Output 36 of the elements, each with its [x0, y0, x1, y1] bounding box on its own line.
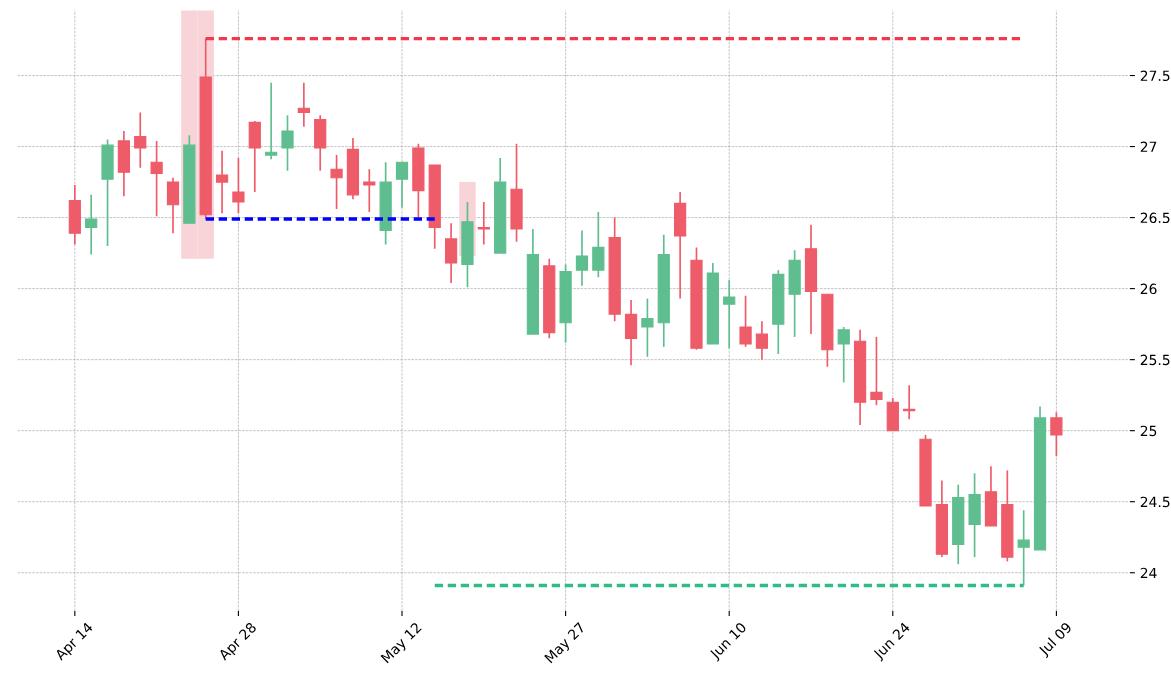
x-tick-label: Apr 14: [54, 621, 96, 663]
candlestick: [265, 81, 278, 161]
candlestick: [330, 154, 343, 210]
candlestick: [723, 279, 736, 350]
x-tick-label: Jun 10: [708, 621, 749, 662]
y-tick-label: 27: [1140, 141, 1157, 152]
candlestick: [395, 161, 409, 209]
candlestick: [477, 201, 490, 246]
y-tick-label: 26.5: [1140, 212, 1170, 224]
candlestick: [215, 149, 229, 215]
candlestick: [85, 194, 98, 256]
candlestick: [1050, 411, 1063, 458]
candlestick: [870, 336, 883, 406]
y-tick-label: 24: [1140, 567, 1157, 579]
candlestick: [592, 211, 605, 279]
candlestick: [166, 176, 180, 235]
candlestick: [575, 229, 589, 287]
candlestick: [232, 157, 245, 215]
candlestick: [363, 168, 376, 213]
y-tick-label: 26: [1140, 283, 1157, 295]
candlestick: [297, 81, 310, 128]
candlestick: [641, 297, 654, 358]
y-tick-label: 24.5: [1140, 496, 1170, 508]
candlestick: [281, 114, 294, 172]
y-tick-label: 27.5: [1140, 70, 1170, 82]
candlestick: [1017, 509, 1030, 587]
y-tick-label: 25.5: [1140, 354, 1170, 366]
x-tick-label: Jun 24: [872, 621, 913, 662]
candlestick: [837, 326, 850, 384]
y-tick-label: 25: [1140, 425, 1157, 437]
candlestick: [134, 111, 147, 169]
x-tick-label: Jul 09: [1037, 621, 1075, 659]
x-tick-label: Apr 28: [217, 621, 259, 663]
candlestick: [739, 294, 752, 348]
candlestick: [755, 320, 769, 361]
candlestick: [150, 140, 163, 218]
